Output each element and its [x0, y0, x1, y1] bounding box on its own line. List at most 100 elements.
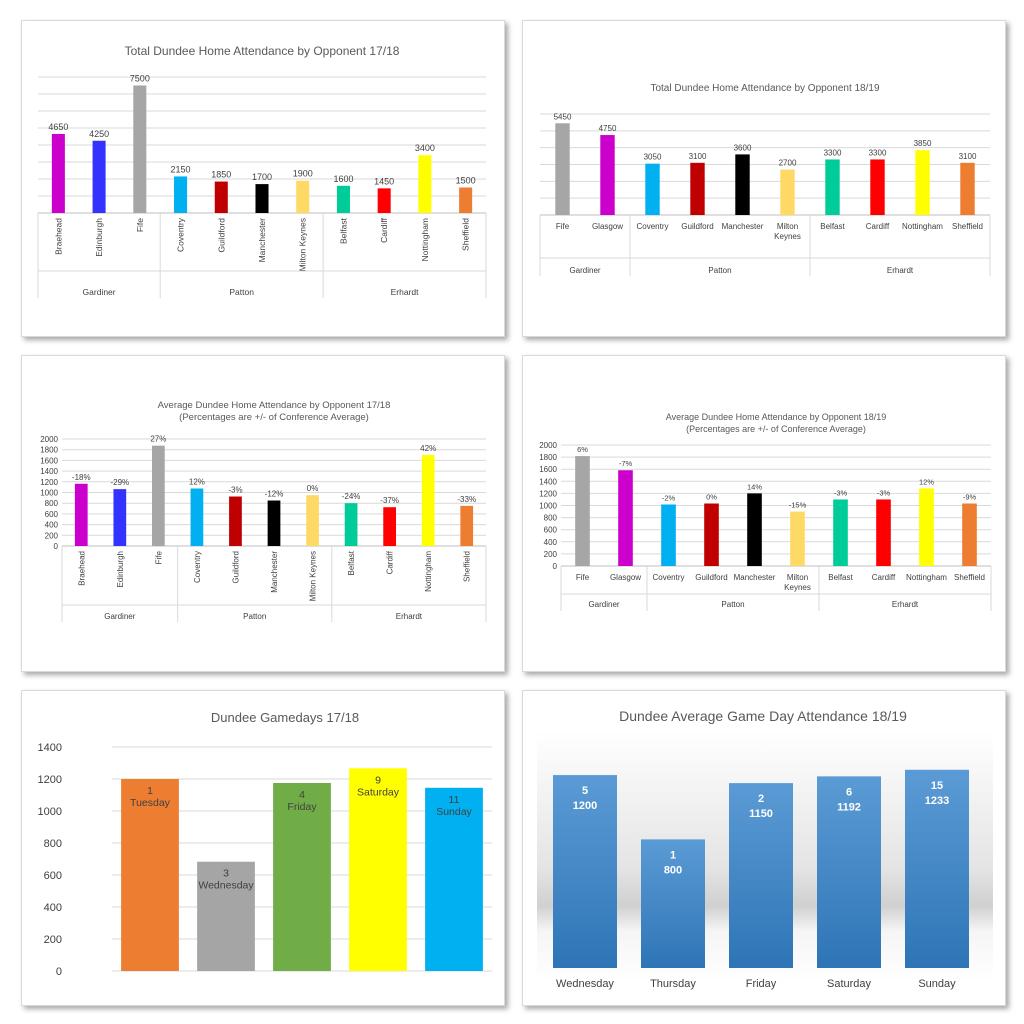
y-tick-label: 400: [44, 902, 62, 914]
group-label-erhardt: Erhardt: [391, 287, 420, 297]
y-tick-label: 1800: [539, 453, 557, 462]
category-label-belfast: Belfast: [347, 550, 356, 575]
data-label-guildford: 1850: [211, 170, 231, 180]
data-label-manchester: 14%: [747, 482, 762, 491]
data-label-nottingham: 12%: [919, 477, 934, 486]
bar-manchester: [267, 500, 281, 546]
data-label-braehead: -18%: [72, 473, 91, 482]
category-label-wednesday: Wednesday: [556, 978, 614, 990]
y-tick-label: 600: [544, 526, 558, 535]
bar-thursday: [641, 839, 705, 968]
bar-wednesday: [197, 861, 255, 971]
category-label-edinburgh: Edinburgh: [116, 551, 125, 587]
value-label-sunday: 1233: [925, 795, 949, 807]
y-tick-label: 1600: [539, 465, 557, 474]
y-tick-label: 400: [45, 521, 59, 530]
data-label-milton-keynes: -15%: [789, 501, 807, 510]
value-label-friday: 1150: [749, 808, 773, 820]
bar-guildford: [229, 496, 242, 546]
y-tick-label: 200: [44, 934, 62, 946]
bar-nottingham: [418, 155, 432, 213]
y-tick-label: 1000: [539, 502, 557, 511]
bar-edinburgh: [113, 489, 127, 546]
game-count-sunday: 15: [931, 780, 943, 792]
category-label-nottingham: Nottingham: [424, 551, 433, 592]
bar-braehead: [74, 483, 88, 546]
category-label-coventry: Coventry: [636, 222, 668, 231]
category-label-cardiff: Cardiff: [872, 573, 896, 582]
category-label-nottingham: Nottingham: [420, 218, 430, 261]
data-label-guildford: -3%: [228, 486, 242, 495]
day-label-saturday: Saturday: [357, 786, 400, 798]
category-label-friday: Friday: [746, 978, 777, 990]
bar-manchester: [747, 493, 762, 566]
category-label-sheffield: Sheffield: [954, 573, 985, 582]
y-tick-label: 2000: [539, 441, 557, 450]
data-label-glasgow: -7%: [619, 459, 633, 468]
data-label-cardiff: 1450: [374, 176, 394, 186]
chart-panel-average-1718: Average Dundee Home Attendance by Oppone…: [21, 355, 505, 672]
bar-nottingham: [915, 150, 930, 215]
category-label-coventry: Coventry: [652, 573, 684, 582]
category-label-nottingham: Nottingham: [906, 573, 947, 582]
category-label-fife: Fife: [576, 573, 590, 582]
chart-gamedays-1718: Dundee Gamedays 17/18 0 200 400 600 800 1000 12…: [38, 710, 492, 978]
category-label-sheffield: Sheffield: [463, 551, 472, 582]
group-label-gardiner: Gardiner: [104, 612, 135, 621]
y-tick-label: 0: [56, 966, 62, 978]
game-count-wednesday: 5: [582, 785, 588, 797]
group-label-patton: Patton: [721, 600, 744, 609]
game-count-sunday: 11: [449, 794, 460, 806]
day-label-tuesday: Tuesday: [130, 797, 171, 809]
bar-fife: [152, 445, 165, 546]
data-label-nottingham: 3400: [415, 143, 435, 153]
data-label-milton-keynes: 0%: [307, 484, 319, 493]
bar-tuesday: [121, 779, 179, 971]
bar-coventry: [190, 488, 204, 546]
chart-panel-total-1718: Total Dundee Home Attendance by Opponent…: [21, 20, 505, 337]
bar-saturday: [817, 776, 881, 968]
category-label-braehead: Braehead: [53, 218, 63, 255]
data-label-sheffield: 1500: [456, 176, 476, 186]
data-label-coventry: 12%: [189, 477, 205, 486]
category-label-fife: Fife: [556, 222, 570, 231]
bar-belfast: [833, 499, 848, 566]
category-label-milton-keynes: Milton: [777, 222, 798, 231]
category-label-fife: Fife: [135, 218, 145, 232]
y-tick-label: 0: [553, 562, 558, 571]
bar-sunday: [425, 787, 483, 971]
data-label-sheffield: 3100: [959, 152, 977, 161]
bar-guildford: [214, 181, 228, 213]
category-label-manchester: Manchester: [722, 222, 764, 231]
bar-manchester: [255, 184, 269, 213]
bar-fife: [575, 456, 590, 566]
chart-panel-gamedays-1718: Dundee Gamedays 17/18 0 200 400 600 800 1000 12…: [21, 690, 505, 1006]
bar-edinburgh: [92, 140, 106, 213]
y-tick-label: 800: [544, 514, 558, 523]
data-label-milton-keynes: 1900: [293, 169, 313, 179]
y-tick-label: 200: [45, 531, 59, 540]
data-label-cardiff: -37%: [380, 496, 399, 505]
data-label-fife: 7500: [130, 74, 150, 84]
y-tick-label: 200: [544, 550, 558, 559]
data-label-nottingham: 3850: [914, 139, 932, 148]
chart-average-attendance-1718: Average Dundee Home Attendance by Oppone…: [40, 400, 487, 622]
data-label-edinburgh: 4250: [89, 129, 109, 139]
data-label-belfast: -3%: [834, 488, 848, 497]
group-label-gardiner: Gardiner: [569, 266, 600, 275]
value-label-thursday: 800: [664, 864, 682, 876]
chart-subtitle: (Percentages are +/- of Conference Avera…: [686, 424, 866, 434]
category-label-glasgow: Glasgow: [610, 573, 641, 582]
bar-braehead: [51, 133, 65, 213]
data-label-manchester: 1700: [252, 172, 272, 182]
category-label-milton-keynes: Milton: [787, 573, 808, 582]
data-label-cardiff: -3%: [877, 488, 891, 497]
category-label-milton-keynes: Keynes: [774, 232, 801, 241]
bar-belfast: [336, 185, 350, 213]
y-tick-label: 600: [44, 870, 62, 882]
group-label-erhardt: Erhardt: [887, 266, 914, 275]
category-label-cardiff: Cardiff: [386, 550, 395, 574]
group-label-patton: Patton: [243, 612, 266, 621]
y-tick-label: 1600: [40, 456, 58, 465]
bar-saturday: [349, 768, 407, 971]
